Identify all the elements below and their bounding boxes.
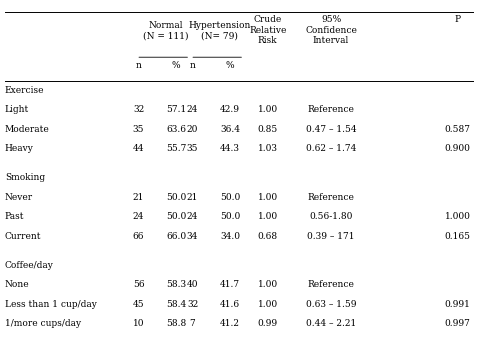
- Text: 42.9: 42.9: [220, 105, 240, 114]
- Text: 66: 66: [133, 232, 144, 241]
- Text: 55.7: 55.7: [166, 144, 186, 153]
- Text: 20: 20: [187, 125, 198, 134]
- Text: 57.1: 57.1: [166, 105, 186, 114]
- Text: 0.44 – 2.21: 0.44 – 2.21: [306, 319, 356, 328]
- Text: 63.6: 63.6: [166, 125, 186, 134]
- Text: 50.0: 50.0: [220, 193, 240, 202]
- Text: None: None: [5, 280, 29, 289]
- Text: 0.900: 0.900: [445, 144, 471, 153]
- Text: Smoking: Smoking: [5, 173, 45, 182]
- Text: 0.991: 0.991: [445, 299, 471, 309]
- Text: 1.00: 1.00: [258, 280, 278, 289]
- Text: 1.00: 1.00: [258, 212, 278, 221]
- Text: 24: 24: [187, 212, 198, 221]
- Text: Past: Past: [5, 212, 24, 221]
- Text: 0.85: 0.85: [258, 125, 278, 134]
- Text: 41.2: 41.2: [220, 319, 240, 328]
- Text: 21: 21: [187, 193, 198, 202]
- Text: 44.3: 44.3: [220, 144, 240, 153]
- Text: 41.6: 41.6: [220, 299, 240, 309]
- Text: Crude
Relative
Risk: Crude Relative Risk: [249, 15, 286, 45]
- Text: 35: 35: [133, 125, 144, 134]
- Text: 36.4: 36.4: [220, 125, 240, 134]
- Text: 44: 44: [133, 144, 144, 153]
- Text: 34: 34: [187, 232, 198, 241]
- Text: 56: 56: [133, 280, 144, 289]
- Text: 1/more cups/day: 1/more cups/day: [5, 319, 81, 328]
- Text: 0.99: 0.99: [258, 319, 278, 328]
- Text: 1.000: 1.000: [445, 212, 471, 221]
- Text: 58.4: 58.4: [166, 299, 186, 309]
- Text: 24: 24: [133, 212, 144, 221]
- Text: 0.56-1.80: 0.56-1.80: [309, 212, 353, 221]
- Text: 66.0: 66.0: [166, 232, 186, 241]
- Text: Less than 1 cup/day: Less than 1 cup/day: [5, 299, 97, 309]
- Text: Exercise: Exercise: [5, 86, 44, 95]
- Text: 0.39 – 171: 0.39 – 171: [308, 232, 355, 241]
- Text: Reference: Reference: [308, 280, 354, 289]
- Text: n: n: [190, 61, 195, 70]
- Text: Coffee/day: Coffee/day: [5, 261, 54, 270]
- Text: Never: Never: [5, 193, 33, 202]
- Text: 40: 40: [187, 280, 198, 289]
- Text: 0.47 – 1.54: 0.47 – 1.54: [306, 125, 356, 134]
- Text: %: %: [226, 61, 234, 70]
- Text: 0.68: 0.68: [258, 232, 278, 241]
- Text: 58.3: 58.3: [166, 280, 186, 289]
- Text: 0.63 – 1.59: 0.63 – 1.59: [306, 299, 356, 309]
- Text: 0.997: 0.997: [445, 319, 471, 328]
- Text: 1.00: 1.00: [258, 193, 278, 202]
- Text: 24: 24: [187, 105, 198, 114]
- Text: 35: 35: [187, 144, 198, 153]
- Text: Hypertension
(N= 79): Hypertension (N= 79): [188, 22, 251, 41]
- Text: 34.0: 34.0: [220, 232, 240, 241]
- Text: 95%
Confidence
Interval: 95% Confidence Interval: [305, 15, 357, 45]
- Text: Heavy: Heavy: [5, 144, 34, 153]
- Text: 1.00: 1.00: [258, 105, 278, 114]
- Text: P: P: [455, 15, 461, 24]
- Text: 1.00: 1.00: [258, 299, 278, 309]
- Text: Light: Light: [5, 105, 29, 114]
- Text: 7: 7: [190, 319, 195, 328]
- Text: Reference: Reference: [308, 193, 354, 202]
- Text: 21: 21: [133, 193, 144, 202]
- Text: 50.0: 50.0: [166, 212, 186, 221]
- Text: 58.8: 58.8: [166, 319, 186, 328]
- Text: Normal
(N = 111): Normal (N = 111): [143, 22, 188, 41]
- Text: 32: 32: [187, 299, 198, 309]
- Text: 50.0: 50.0: [166, 193, 186, 202]
- Text: 10: 10: [133, 319, 144, 328]
- Text: Current: Current: [5, 232, 41, 241]
- Text: 32: 32: [133, 105, 144, 114]
- Text: 50.0: 50.0: [220, 212, 240, 221]
- Text: 41.7: 41.7: [220, 280, 240, 289]
- Text: 1.03: 1.03: [258, 144, 278, 153]
- Text: 45: 45: [133, 299, 144, 309]
- Text: %: %: [172, 61, 181, 70]
- Text: 0.587: 0.587: [445, 125, 471, 134]
- Text: 0.165: 0.165: [445, 232, 471, 241]
- Text: 0.62 – 1.74: 0.62 – 1.74: [306, 144, 356, 153]
- Text: Reference: Reference: [308, 105, 354, 114]
- Text: n: n: [136, 61, 141, 70]
- Text: Moderate: Moderate: [5, 125, 49, 134]
